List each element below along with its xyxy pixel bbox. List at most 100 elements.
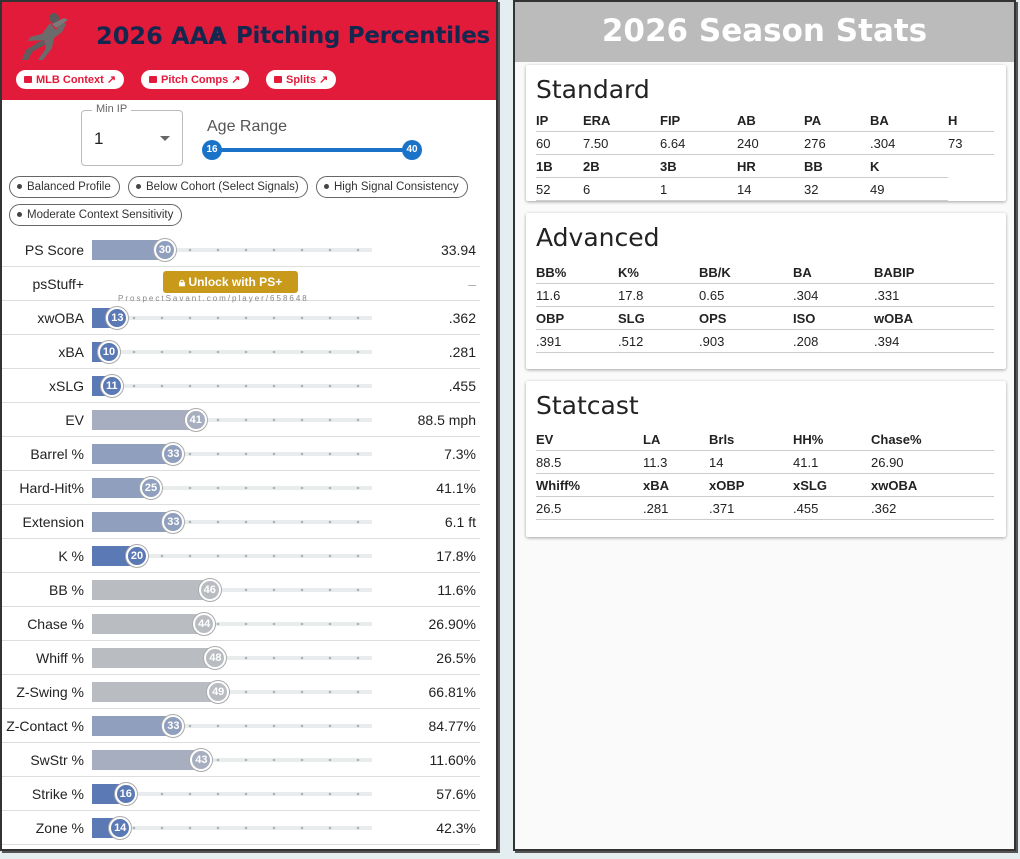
min-ip-label: Min IP — [92, 103, 132, 115]
chip-high-signal[interactable]: High Signal Consistency — [316, 176, 468, 198]
stat-label: OPS — [699, 311, 727, 326]
percentile-row: xwOBA 13 .362 — [2, 301, 480, 335]
percentile-badge: 33 — [162, 511, 185, 533]
metric-label-ev: EV — [65, 412, 84, 428]
mlb-context-label: MLB Context ↗ — [36, 74, 117, 86]
chip-balanced-profile[interactable]: Balanced Profile — [9, 176, 120, 198]
stat-label: H — [948, 113, 958, 128]
stat-label: PA — [804, 113, 822, 128]
lock-icon — [149, 76, 157, 83]
stats-header-row: OBP SLG OPS ISO wOBA — [536, 307, 994, 330]
splits-button[interactable]: Splits ↗ — [266, 70, 337, 89]
stat-label: Whiff% — [536, 478, 581, 493]
dropdown-arrow-icon — [160, 136, 170, 141]
percentile-badge: 25 — [140, 477, 162, 499]
metric-value: 26.5% — [436, 650, 476, 666]
percentile-ticks — [92, 554, 372, 558]
stat-value: .304 — [793, 288, 819, 303]
percentile-badge: 44 — [193, 613, 216, 635]
percentile-row: Z-Swing % 49 66.81% — [2, 675, 480, 709]
percentile-bar — [92, 512, 174, 532]
stat-label: IP — [536, 113, 549, 128]
metric-value: 26.90% — [428, 616, 476, 632]
stat-value: .455 — [793, 501, 819, 516]
stat-label: AB — [737, 113, 756, 128]
mlb-context-button[interactable]: MLB Context ↗ — [16, 70, 125, 89]
percentile-badge: 33 — [162, 443, 185, 465]
pitch-comps-button[interactable]: Pitch Comps ↗ — [141, 70, 249, 89]
percentile-ticks — [92, 758, 372, 762]
lock-icon — [274, 76, 282, 83]
stat-value: 52 — [536, 182, 551, 197]
percentile-ticks — [92, 656, 372, 660]
dot-icon — [17, 212, 22, 217]
percentile-bar — [92, 410, 196, 430]
stat-value: 41.1 — [793, 455, 819, 470]
advanced-heading: Advanced — [536, 223, 660, 252]
percentile-ticks — [92, 588, 372, 592]
unlock-ps-plus-button[interactable]: 🔒︎ Unlock with PS+ — [163, 271, 298, 293]
percentile-ticks — [92, 384, 372, 388]
percentile-row: Extension 33 6.1 ft — [2, 505, 480, 539]
stats-header-row: 1B 2B 3B HR BB K — [536, 155, 948, 178]
advanced-card: Advanced BB% K% BB/K BA BABIP 11.6 17.8 0.65 .30… — [526, 213, 1006, 369]
stat-value: 26.5 — [536, 501, 562, 516]
metric-label-xslg: xSLG — [48, 378, 84, 394]
stat-value: .512 — [618, 334, 644, 349]
metric-label-zone: Zone % — [35, 820, 84, 836]
metric-label-k: K % — [58, 548, 84, 564]
percentile-bar — [92, 750, 202, 770]
age-min-handle[interactable]: 16 — [202, 140, 222, 160]
percentile-ticks — [92, 622, 372, 626]
percentile-bar — [92, 614, 205, 634]
chip-label: Balanced Profile — [27, 181, 111, 193]
stats-value-row: .391 .512 .903 .208 .394 — [536, 330, 994, 353]
min-ip-value: 1 — [94, 129, 104, 148]
metric-label-z-contact: Z-Contact % — [6, 718, 84, 734]
percentile-row: SwStr % 43 11.60% — [2, 743, 480, 777]
season-stats-panel: 2026 Season Stats Standard IP ERA FIP AB PA B… — [513, 0, 1016, 851]
stat-label: SLG — [618, 311, 645, 326]
stat-label: ISO — [793, 311, 816, 326]
stats-value-row: 88.5 11.3 14 41.1 26.90 — [536, 451, 994, 474]
age-range-track[interactable] — [212, 148, 412, 152]
percentile-badge: 33 — [162, 715, 185, 737]
stat-value: 49 — [870, 182, 885, 197]
lock-icon: 🔒︎ — [178, 275, 189, 289]
metric-label-barrel: Barrel % — [30, 446, 84, 462]
metric-value: 41.1% — [436, 480, 476, 496]
standard-table: IP ERA FIP AB PA BA H 60 7.50 6.64 240 276 .304 73 1B 2… — [536, 109, 994, 201]
metric-label-z-swing: Z-Swing % — [16, 684, 84, 700]
min-ip-select[interactable]: Min IP 1 — [81, 103, 183, 166]
metric-label-ps-score: PS Score — [24, 242, 84, 258]
chip-below-cohort[interactable]: Below Cohort (Select Signals) — [128, 176, 308, 198]
season-selector[interactable]: 2026 AAA — [96, 22, 227, 50]
stat-value: 6 — [583, 182, 591, 197]
stat-value: .391 — [536, 334, 562, 349]
stat-value: 26.90 — [871, 455, 904, 470]
stat-label: EV — [536, 432, 554, 447]
stat-label: Chase% — [871, 432, 922, 447]
stat-value: .331 — [874, 288, 900, 303]
percentile-badge: 43 — [190, 749, 213, 771]
metric-value: .281 — [448, 344, 476, 360]
percentile-badge: 49 — [207, 681, 230, 703]
metric-value: 11.60% — [429, 752, 476, 768]
chevron-down-icon[interactable]: ▾ — [213, 27, 221, 43]
age-max-handle[interactable]: 40 — [402, 140, 422, 160]
stats-value-row: 26.5 .281 .371 .455 .362 — [536, 497, 994, 520]
percentile-bar — [92, 716, 174, 736]
chip-moderate-context[interactable]: Moderate Context Sensitivity — [9, 204, 183, 226]
stat-value: .371 — [709, 501, 735, 516]
percentile-row: Z-Contact % 33 84.77% — [2, 709, 480, 743]
percentiles-header: 2026 AAA ▾ Pitching Percentiles MLB Cont… — [2, 2, 496, 100]
stat-value: 88.5 — [536, 455, 562, 470]
stat-value: 0.65 — [699, 288, 725, 303]
stat-label: 3B — [660, 159, 677, 174]
percentile-bar — [92, 444, 174, 464]
stat-label: K — [870, 159, 880, 174]
percentile-ticks — [92, 486, 372, 490]
stat-value: 73 — [948, 136, 963, 151]
percentile-row: BB % 46 11.6% — [2, 573, 480, 607]
stat-label: OBP — [536, 311, 565, 326]
